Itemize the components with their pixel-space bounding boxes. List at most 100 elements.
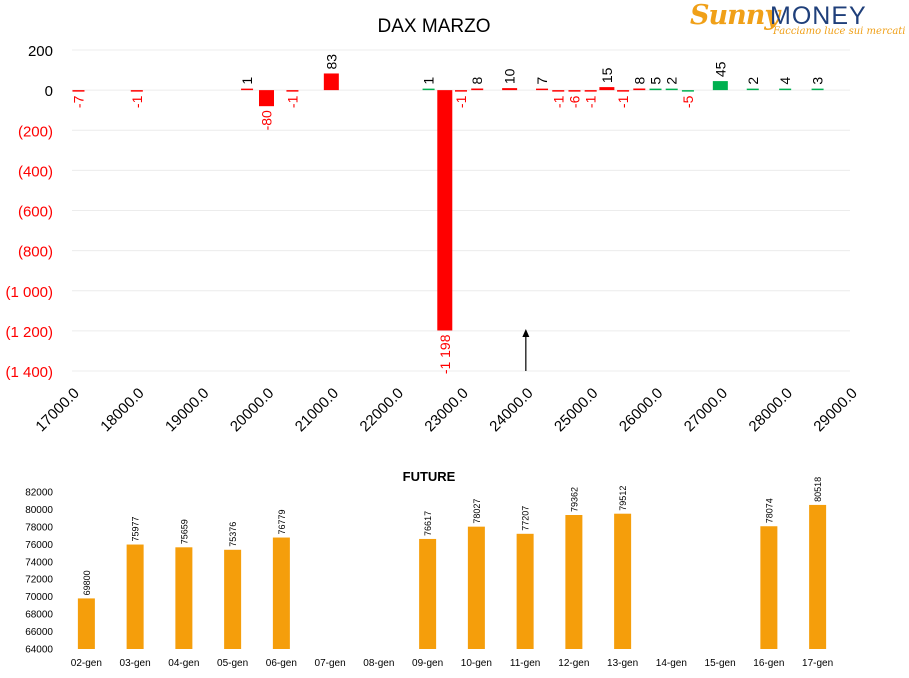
dax-data-label: -1 198 [437,334,453,374]
future-x-tick-label: 12-gen [558,658,589,669]
dax-y-tick-label: 0 [45,83,53,100]
future-y-tick-label: 64000 [25,645,53,656]
dax-data-label: 7 [534,77,550,85]
future-x-tick-label: 11-gen [510,658,540,669]
dax-x-axis: 17000.0 18000.0 19000.0 20000.0 21000.0 22000… [32,385,860,435]
dax-bar [286,90,299,92]
future-x-axis: 02-gen 03-gen 04-gen 05-gen 06-gen 07-gen 08-g… [71,658,833,669]
future-data-label: 78027 [472,499,482,524]
future-data-label: 75977 [131,517,141,542]
dax-bar [72,90,85,92]
dax-bar [241,88,254,91]
future-bar [126,544,144,649]
dax-y-tick-label: (1 200) [5,324,53,341]
future-y-axis: 64000 66000 68000 70000 72000 74000 76000 78000… [25,488,53,656]
future-data-label: 79512 [618,486,628,511]
dax-bar [681,90,694,92]
future-y-tick-label: 74000 [25,557,53,568]
dax-x-tick-label: 24000.0 [486,385,536,435]
sunny-money-logo: Sunny MONEY Facciamo luce sui mercati [690,0,906,42]
future-data-label: 76617 [423,511,433,536]
future-y-tick-label: 68000 [25,610,53,621]
dax-bar [471,88,484,91]
future-bar [224,549,242,649]
future-y-tick-label: 82000 [25,488,53,499]
dax-x-tick-label: 23000.0 [421,385,471,435]
dax-data-label: -1 [453,95,469,108]
dax-x-tick-label: 18000.0 [97,385,147,435]
future-x-tick-label: 09-gen [412,658,443,669]
dax-x-tick-label: 17000.0 [32,385,82,435]
dax-data-label: -6 [566,95,582,108]
dax-data-label: 10 [502,68,518,84]
future-x-tick-label: 10-gen [461,658,492,669]
dax-y-tick-label: (1 400) [5,364,53,381]
dax-data-label: -80 [259,110,275,130]
future-bar [175,547,193,649]
dax-x-tick-label: 26000.0 [616,385,666,435]
dax-bar [665,88,678,91]
dax-bar [130,90,143,92]
future-x-tick-label: 14-gen [656,658,687,669]
future-bar [419,538,437,649]
future-bar [272,537,290,649]
dax-y-tick-label: 200 [28,43,53,60]
dax-y-tick-label: (1 000) [5,284,53,301]
dax-data-label: -5 [680,95,696,108]
future-x-tick-label: 05-gen [217,658,248,669]
dax-data-label: -1 [550,95,566,108]
dax-bar [536,88,549,91]
dax-bar [455,90,467,92]
future-x-tick-label: 17-gen [802,658,833,669]
dax-data-label: -7 [70,95,86,108]
up-arrow-icon [522,329,530,371]
dax-data-label: -1 [129,95,145,108]
dax-data-label: -1 [615,95,631,108]
dax-marzo-chart: DAX MARZO 200 0 (200) (400) (600) (800) (1 000… [5,16,860,435]
dax-data-label: 45 [712,61,728,77]
future-data-labels: 69800 75977 75659 75376 76779 76617 78027 77207… [82,477,823,596]
future-data-label: 75376 [228,522,238,547]
dax-bar [422,88,435,91]
future-bar [614,513,632,649]
dax-bar [633,88,646,91]
dax-data-label: 2 [745,77,761,85]
logo-sunny-text: Sunny [690,0,780,31]
future-x-tick-label: 07-gen [315,658,346,669]
future-y-tick-label: 80000 [25,505,53,516]
dax-data-label: 1 [239,77,255,85]
future-bar [809,504,827,649]
dax-data-label: -1 [284,95,300,108]
dax-gridlines [72,49,850,372]
dax-x-tick-label: 28000.0 [746,385,796,435]
arrow-head [522,329,530,337]
dax-data-label: 1 [421,77,437,85]
dax-data-label: 83 [323,54,339,70]
dax-bar [502,88,518,91]
dax-bar [568,90,581,92]
future-y-tick-label: 66000 [25,627,53,638]
dax-bar [552,90,565,92]
dax-chart-title: DAX MARZO [378,16,491,37]
future-chart-title: FUTURE [403,469,456,484]
logo-tagline: Facciamo luce sui mercati [773,26,906,37]
dax-data-label: 3 [810,77,826,85]
future-x-tick-label: 13-gen [607,658,638,669]
dax-x-tick-label: 25000.0 [551,385,601,435]
future-chart: FUTURE 64000 66000 68000 70000 72000 74000 760… [25,469,833,669]
future-x-tick-label: 06-gen [266,658,297,669]
future-bar [467,526,485,649]
dax-bar [617,90,630,92]
dax-bar [746,88,759,91]
dax-y-tick-label: (600) [18,204,53,221]
future-y-tick-label: 72000 [25,575,53,586]
dax-bar [323,73,339,91]
future-data-label: 69800 [82,570,92,595]
dax-data-label: 8 [469,77,485,85]
future-y-tick-label: 70000 [25,592,53,603]
dax-x-tick-label: 22000.0 [357,385,407,435]
future-x-tick-label: 15-gen [705,658,736,669]
dax-y-tick-label: (800) [18,244,53,261]
future-y-tick-label: 78000 [25,522,53,533]
